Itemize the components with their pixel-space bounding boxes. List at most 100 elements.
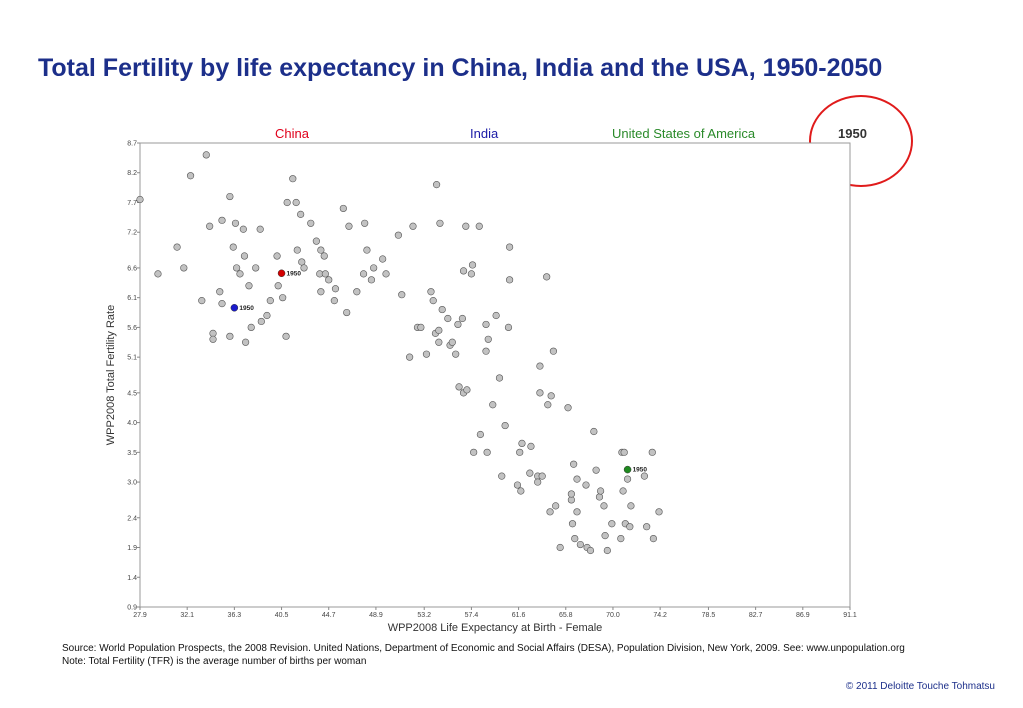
- scatter-point: [367, 276, 376, 284]
- scatter-point: [438, 305, 446, 314]
- scatter-point: [470, 448, 478, 456]
- scatter-point: [595, 493, 604, 501]
- scatter-point: [274, 282, 282, 290]
- scatter-point: [536, 362, 544, 370]
- x-tick-label: 65.8: [559, 612, 573, 619]
- x-tick-label: 91.1: [843, 612, 857, 619]
- scatter-point: [544, 401, 552, 409]
- scatter-point: [483, 448, 491, 456]
- scatter-point: [620, 448, 628, 456]
- scatter-point: [216, 288, 224, 296]
- x-tick-label: 86.9: [796, 612, 810, 619]
- scatter-point: [239, 225, 247, 233]
- y-tick-label: 4.0: [127, 420, 137, 427]
- scatter-point: [627, 502, 635, 510]
- scatter-point: [320, 252, 328, 260]
- y-tick-label: 7.7: [127, 200, 137, 207]
- scatter-point: [236, 270, 244, 278]
- scatter-point: [476, 430, 484, 439]
- scatter-point: [206, 222, 214, 230]
- y-tick-label: 5.1: [127, 355, 137, 362]
- scatter-point: [549, 347, 558, 355]
- scatter-point: [570, 460, 578, 468]
- scatter-point: [252, 264, 260, 272]
- scatter-point: [547, 392, 555, 400]
- scatter-point: [379, 255, 387, 263]
- scatter-point: [498, 472, 506, 480]
- scatter-point: [382, 270, 390, 278]
- scatter-point: [209, 329, 217, 337]
- scatter-point: [546, 508, 554, 516]
- scatter-point: [432, 181, 441, 189]
- scatter-point: [463, 386, 471, 394]
- y-tick-label: 1.9: [127, 545, 137, 552]
- scatter-point: [263, 311, 271, 320]
- scatter-point: [198, 297, 206, 305]
- scatter-point: [298, 258, 306, 266]
- scatter-point: [564, 404, 572, 412]
- scatter-point: [495, 374, 504, 382]
- scatter-point: [648, 448, 656, 456]
- scatter-point: [458, 314, 467, 323]
- scatter-point: [293, 246, 301, 254]
- scatter-point: [506, 243, 514, 251]
- scatter-point: [582, 481, 590, 489]
- scatter-point: [444, 314, 452, 323]
- scatter-point: [556, 543, 564, 552]
- scatter-point: [489, 401, 497, 409]
- x-tick-label: 53.2: [417, 612, 431, 619]
- scatter-point: [454, 320, 462, 329]
- scatter-point: [240, 252, 249, 260]
- scatter-point: [518, 439, 526, 448]
- scatter-point: [475, 222, 483, 230]
- scatter-point: [573, 475, 581, 483]
- y-tick-label: 3.0: [127, 480, 137, 487]
- plot-area: [139, 142, 851, 608]
- scatter-point: [417, 323, 425, 332]
- highlight-point-india: [230, 304, 239, 312]
- scatter-point: [492, 311, 500, 320]
- scatter-point: [501, 421, 509, 430]
- scatter-point: [459, 267, 468, 275]
- scatter-point: [468, 261, 477, 269]
- scatter-point: [209, 335, 217, 343]
- x-tick-label: 74.2: [653, 612, 667, 619]
- scatter-point: [462, 222, 470, 230]
- scatter-point: [590, 427, 598, 436]
- scatter-point: [427, 288, 435, 296]
- scatter-point: [345, 222, 353, 230]
- scatter-point: [567, 490, 575, 498]
- scatter-point: [202, 151, 210, 159]
- highlight-label: 1950: [239, 305, 254, 312]
- legend-china: China: [275, 126, 309, 141]
- scatter-point: [173, 243, 181, 251]
- scatter-point: [534, 478, 542, 486]
- x-tick-label: 78.5: [702, 612, 716, 619]
- scatter-point: [655, 508, 663, 516]
- scatter-point: [567, 496, 575, 504]
- scatter-point: [504, 323, 513, 332]
- y-tick-label: 6.6: [127, 265, 137, 272]
- scatter-point: [513, 481, 522, 489]
- highlight-label: 1950: [633, 467, 648, 474]
- scatter-point: [576, 540, 584, 549]
- scatter-point: [292, 198, 300, 207]
- page-title: Total Fertility by life expectancy in Ch…: [38, 54, 883, 82]
- scatter-point: [619, 487, 627, 495]
- scatter-point: [623, 475, 632, 483]
- scatter-point: [455, 383, 463, 391]
- scatter-point: [543, 273, 551, 281]
- scatter-point: [640, 472, 649, 480]
- y-axis-label: WPP2008 Total Fertility Rate: [105, 305, 117, 445]
- scatter-point: [359, 270, 368, 278]
- y-tick-label: 5.6: [127, 325, 137, 332]
- scatter-point: [601, 532, 609, 540]
- scatter-point: [467, 270, 476, 278]
- y-tick-label: 6.1: [127, 295, 137, 302]
- scatter-point: [538, 472, 546, 480]
- copyright: © 2011 Deloitte Touche Tohmatsu: [845, 681, 995, 692]
- scatter-point: [339, 204, 347, 213]
- y-tick-label: 8.2: [127, 170, 137, 177]
- scatter-point: [180, 264, 188, 272]
- scatter-point: [297, 210, 305, 218]
